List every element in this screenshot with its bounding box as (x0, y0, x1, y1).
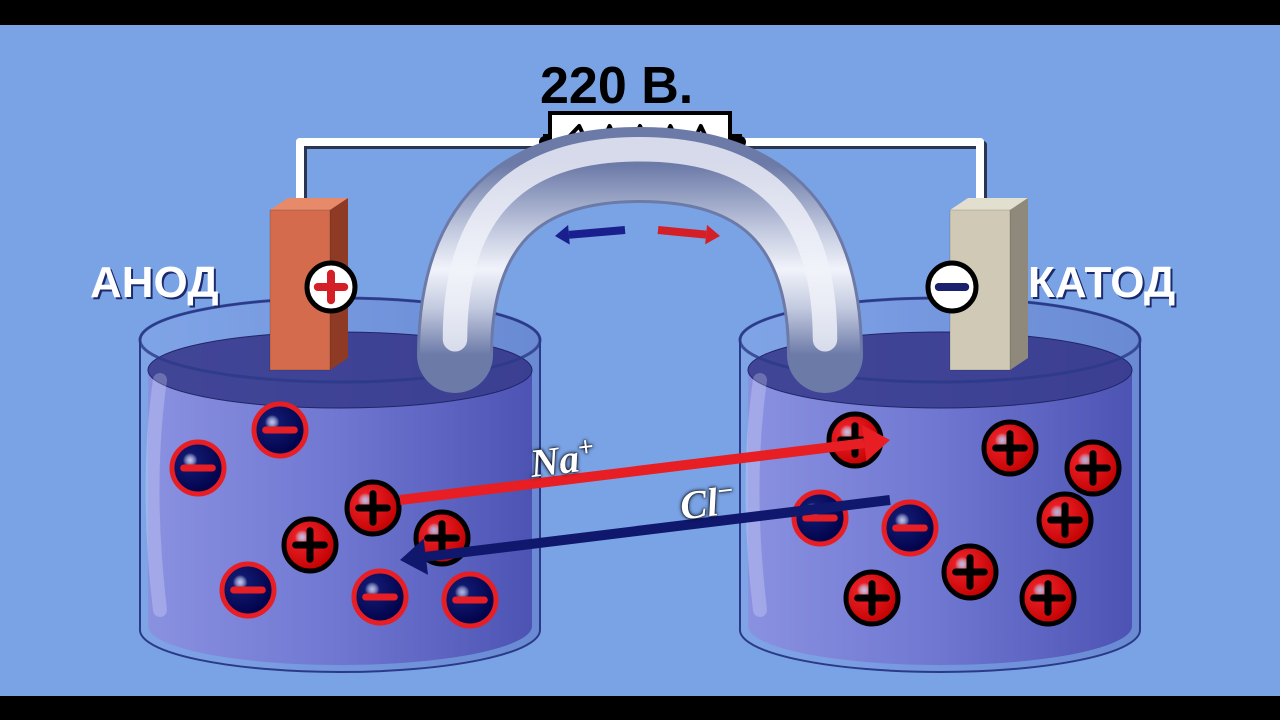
minus-ion-icon (222, 564, 274, 616)
minus-ion-icon (884, 502, 936, 554)
minus-ion-icon (354, 571, 406, 623)
na-ion-label-base: Na (528, 435, 582, 486)
bridge-arrow-right (658, 225, 720, 245)
na-ion-label-charge: + (576, 431, 596, 464)
plus-ion-icon (284, 519, 336, 571)
plus-ion-icon (1067, 442, 1119, 494)
voltage-label: 220 В. (540, 56, 693, 116)
plus-ion-icon (347, 482, 399, 534)
minus-ion-icon (444, 574, 496, 626)
plus-ion-icon (1022, 572, 1074, 624)
plus-ion-icon (846, 572, 898, 624)
anode-label: АНОД (90, 258, 219, 308)
anode-electrode (270, 198, 355, 370)
minus-ion-icon (172, 442, 224, 494)
cathode-label: КАТОД (1028, 258, 1175, 308)
plus-ion-icon (984, 422, 1036, 474)
plus-ion-icon (1039, 494, 1091, 546)
minus-ion-icon (254, 404, 306, 456)
na-ion-label: Na+ (527, 431, 597, 487)
cl-ion-label-charge: − (715, 475, 736, 508)
diagram-stage: 220 В. АНОД КАТОД Na+ Cl− (0, 25, 1280, 696)
bridge-arrow-left (555, 225, 625, 245)
cl-ion-label: Cl− (677, 475, 737, 530)
cl-ion-label-base: Cl (678, 479, 721, 528)
minus-ion-icon (794, 492, 846, 544)
diagram-svg (0, 25, 1280, 696)
plus-ion-icon (944, 546, 996, 598)
